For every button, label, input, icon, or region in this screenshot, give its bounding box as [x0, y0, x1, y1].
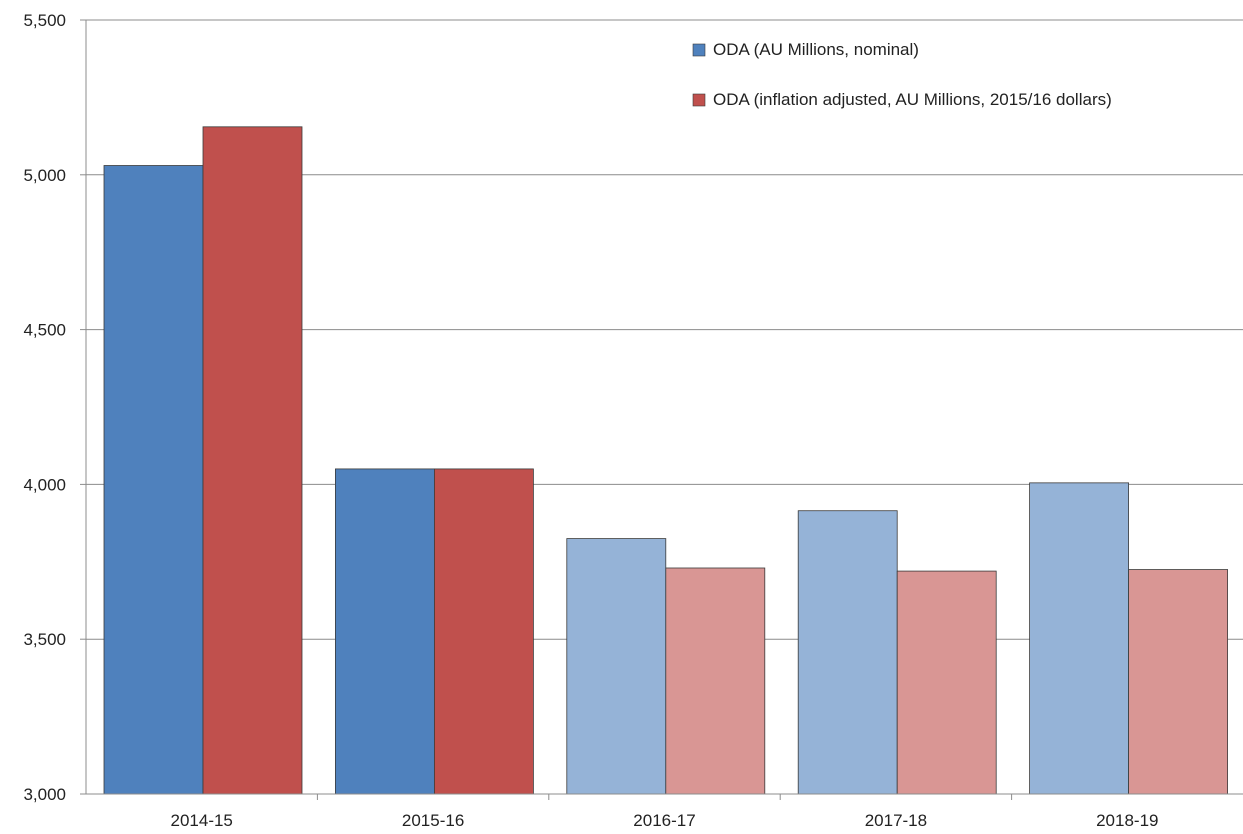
bar-inflation-adjusted-2015-16 [433, 468, 534, 795]
bar-nominal-2014-15 [103, 165, 204, 795]
legend-label-nominal: ODA (AU Millions, nominal) [713, 40, 919, 59]
bar-nominal-2017-18 [797, 510, 898, 795]
legend-swatch-inflation-adjusted [692, 93, 706, 107]
x-tick-label: 2017-18 [865, 811, 927, 830]
x-tick-label: 2015-16 [402, 811, 464, 830]
y-tick-label: 4,000 [23, 475, 66, 494]
x-tick-label: 2014-15 [171, 811, 233, 830]
y-tick-label: 3,000 [23, 785, 66, 804]
y-tick-label: 3,500 [23, 630, 66, 649]
bar-nominal-2016-17 [566, 538, 667, 795]
bar-nominal-2018-19 [1029, 482, 1129, 795]
y-tick-label: 5,000 [23, 166, 66, 185]
bar-inflation-adjusted-2014-15 [202, 126, 303, 795]
legend-swatch-nominal [692, 43, 706, 57]
bar-inflation-adjusted-2016-17 [665, 567, 766, 795]
x-tick-label: 2016-17 [633, 811, 695, 830]
bar-inflation-adjusted-2018-19 [1128, 569, 1228, 795]
legend: ODA (AU Millions, nominal) ODA (inflation… [692, 40, 1112, 109]
y-tick-label: 4,500 [23, 321, 66, 340]
bars [103, 126, 1228, 795]
bar-nominal-2015-16 [334, 468, 435, 795]
y-tick-label: 5,500 [23, 11, 66, 30]
x-tick-label: 2018-19 [1096, 811, 1158, 830]
legend-label-inflation-adjusted: ODA (inflation adjusted, AU Millions, 20… [713, 90, 1112, 109]
axes: 3,000 3,500 4,000 4,500 5,000 5,500 2014-15 201… [23, 11, 1243, 830]
bar-inflation-adjusted-2017-18 [896, 570, 997, 795]
